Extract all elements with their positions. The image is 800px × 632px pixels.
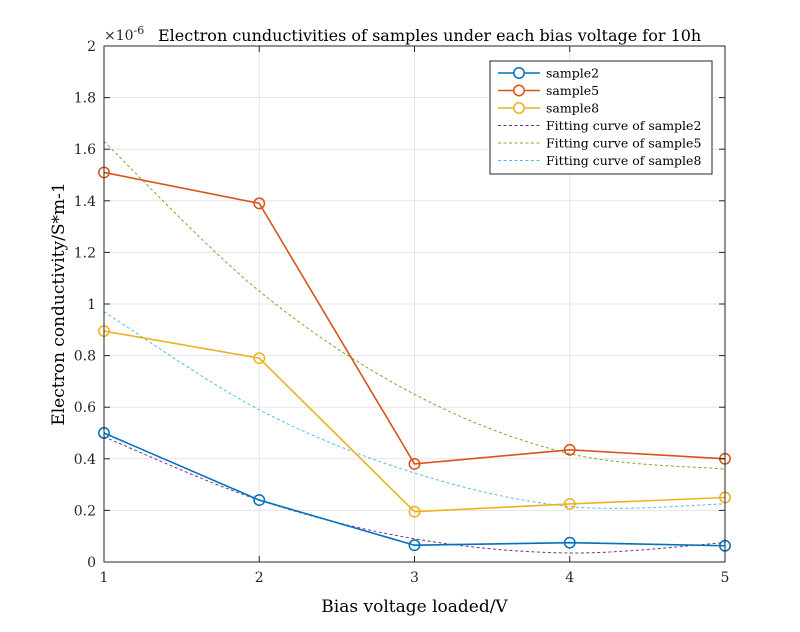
series-line-fitting-curve-of-sample2 [103,436,726,554]
legend-label: sample2 [546,66,599,81]
y-tick-label: 1.2 [74,245,96,261]
series-line-sample8 [103,330,726,513]
legend-label: sample5 [546,83,599,98]
legend-marker [513,67,525,79]
x-tick-label: 4 [565,570,574,586]
data-point-sample5 [253,197,266,210]
y-exponent-power: -6 [134,24,145,37]
legend-label: sample8 [546,101,599,116]
data-point-sample5 [408,458,421,470]
legend-label: Fitting curve of sample2 [546,118,701,133]
data-point-sample2 [408,539,421,552]
series-line-fitting-curve-of-sample8 [103,311,726,509]
series-line-sample2 [103,432,726,547]
data-point-sample8 [408,505,421,518]
legend-marker [513,102,525,114]
y-tick-label: 2 [87,39,96,55]
data-point-sample2 [253,494,266,507]
y-tick-label: 0.8 [74,349,96,365]
x-tick-label: 3 [410,570,419,586]
y-tick-label: 0.6 [74,400,96,416]
data-point-sample8 [253,352,266,365]
y-tick-label: 1.8 [74,91,96,107]
y-tick-label: 0 [87,555,96,571]
y-tick-label: 1 [87,297,96,313]
x-axis-label: Bias voltage loaded/V [321,597,508,617]
legend-item: Fitting curve of sample8 [498,153,701,168]
chart-title: Electron cunductivities of samples under… [158,26,701,45]
legend-label: Fitting curve of sample8 [546,153,701,168]
legend-item: sample8 [498,101,599,116]
ticks: 1 2 3 4 5 0 0.2 0.4 0.6 0.8 1 1.2 1.4 1.6 1.8 2 [74,39,730,586]
data-point-sample8 [563,498,576,510]
y-tick-label: 0.4 [74,452,96,468]
x-tick-label: 2 [255,570,264,586]
legend-marker [513,84,525,97]
series-line-sample5 [103,171,726,465]
y-tick-label: 0.2 [74,503,96,519]
x-tick-label: 1 [100,570,109,586]
legend-item: Fitting curve of sample5 [498,136,701,151]
legend-item: Fitting curve of sample2 [498,118,701,133]
y-exponent: ×10-6 [104,24,144,44]
y-exponent-base: ×10 [104,28,134,44]
legend-box [489,60,713,175]
y-axis-label: Electron conductivity/S*m-1 [49,182,69,425]
x-tick-label: 5 [721,570,730,586]
data-point-sample5 [563,443,576,456]
legend-item: sample2 [498,66,599,81]
data-point-sample2 [563,536,576,549]
y-tick-label: 1.6 [74,142,96,158]
legend-label: Fitting curve of sample5 [546,136,701,151]
legend-item: sample5 [498,83,599,98]
legend: sample2 sample5 sample8 Fitting curve of sa… [489,60,713,175]
y-tick-label: 1.4 [74,194,96,210]
